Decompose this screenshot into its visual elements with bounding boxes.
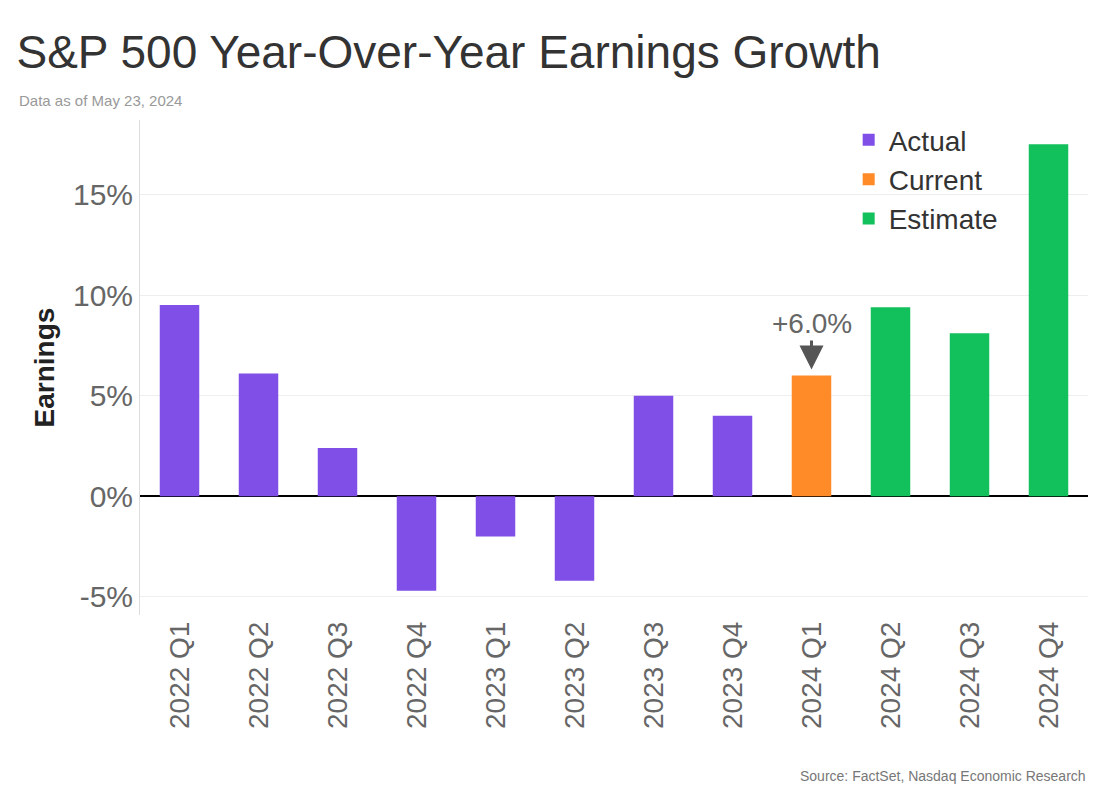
svg-text:2023 Q1: 2023 Q1: [480, 622, 511, 729]
svg-text:2024 Q4: 2024 Q4: [1033, 622, 1064, 729]
svg-text:2024 Q1: 2024 Q1: [796, 622, 827, 729]
svg-text:2022 Q4: 2022 Q4: [401, 622, 432, 729]
svg-text:Current: Current: [889, 165, 983, 196]
svg-text:Source: FactSet, Nasdaq Econom: Source: FactSet, Nasdaq Economic Researc…: [800, 768, 1086, 784]
svg-text:2024 Q2: 2024 Q2: [875, 622, 906, 729]
svg-text:2023 Q4: 2023 Q4: [717, 622, 748, 729]
svg-text:5%: 5%: [90, 379, 133, 412]
svg-text:0%: 0%: [90, 480, 133, 513]
svg-text:2024 Q3: 2024 Q3: [954, 622, 985, 729]
svg-text:15%: 15%: [73, 178, 133, 211]
svg-text:S&P 500 Year-Over-Year Earning: S&P 500 Year-Over-Year Earnings Growth: [17, 26, 881, 78]
svg-text:Actual: Actual: [889, 126, 967, 157]
svg-text:2022 Q2: 2022 Q2: [243, 622, 274, 729]
svg-text:2022 Q3: 2022 Q3: [322, 622, 353, 729]
svg-text:2022 Q1: 2022 Q1: [164, 622, 195, 729]
svg-text:10%: 10%: [73, 279, 133, 312]
svg-text:2023 Q3: 2023 Q3: [638, 622, 669, 729]
svg-text:+6.0%: +6.0%: [772, 308, 852, 339]
svg-text:Estimate: Estimate: [889, 204, 998, 235]
svg-text:Earnings: Earnings: [29, 308, 60, 428]
svg-text:-5%: -5%: [80, 580, 133, 613]
svg-text:2023 Q2: 2023 Q2: [559, 622, 590, 729]
svg-text:Data as of May 23, 2024: Data as of May 23, 2024: [19, 92, 182, 109]
